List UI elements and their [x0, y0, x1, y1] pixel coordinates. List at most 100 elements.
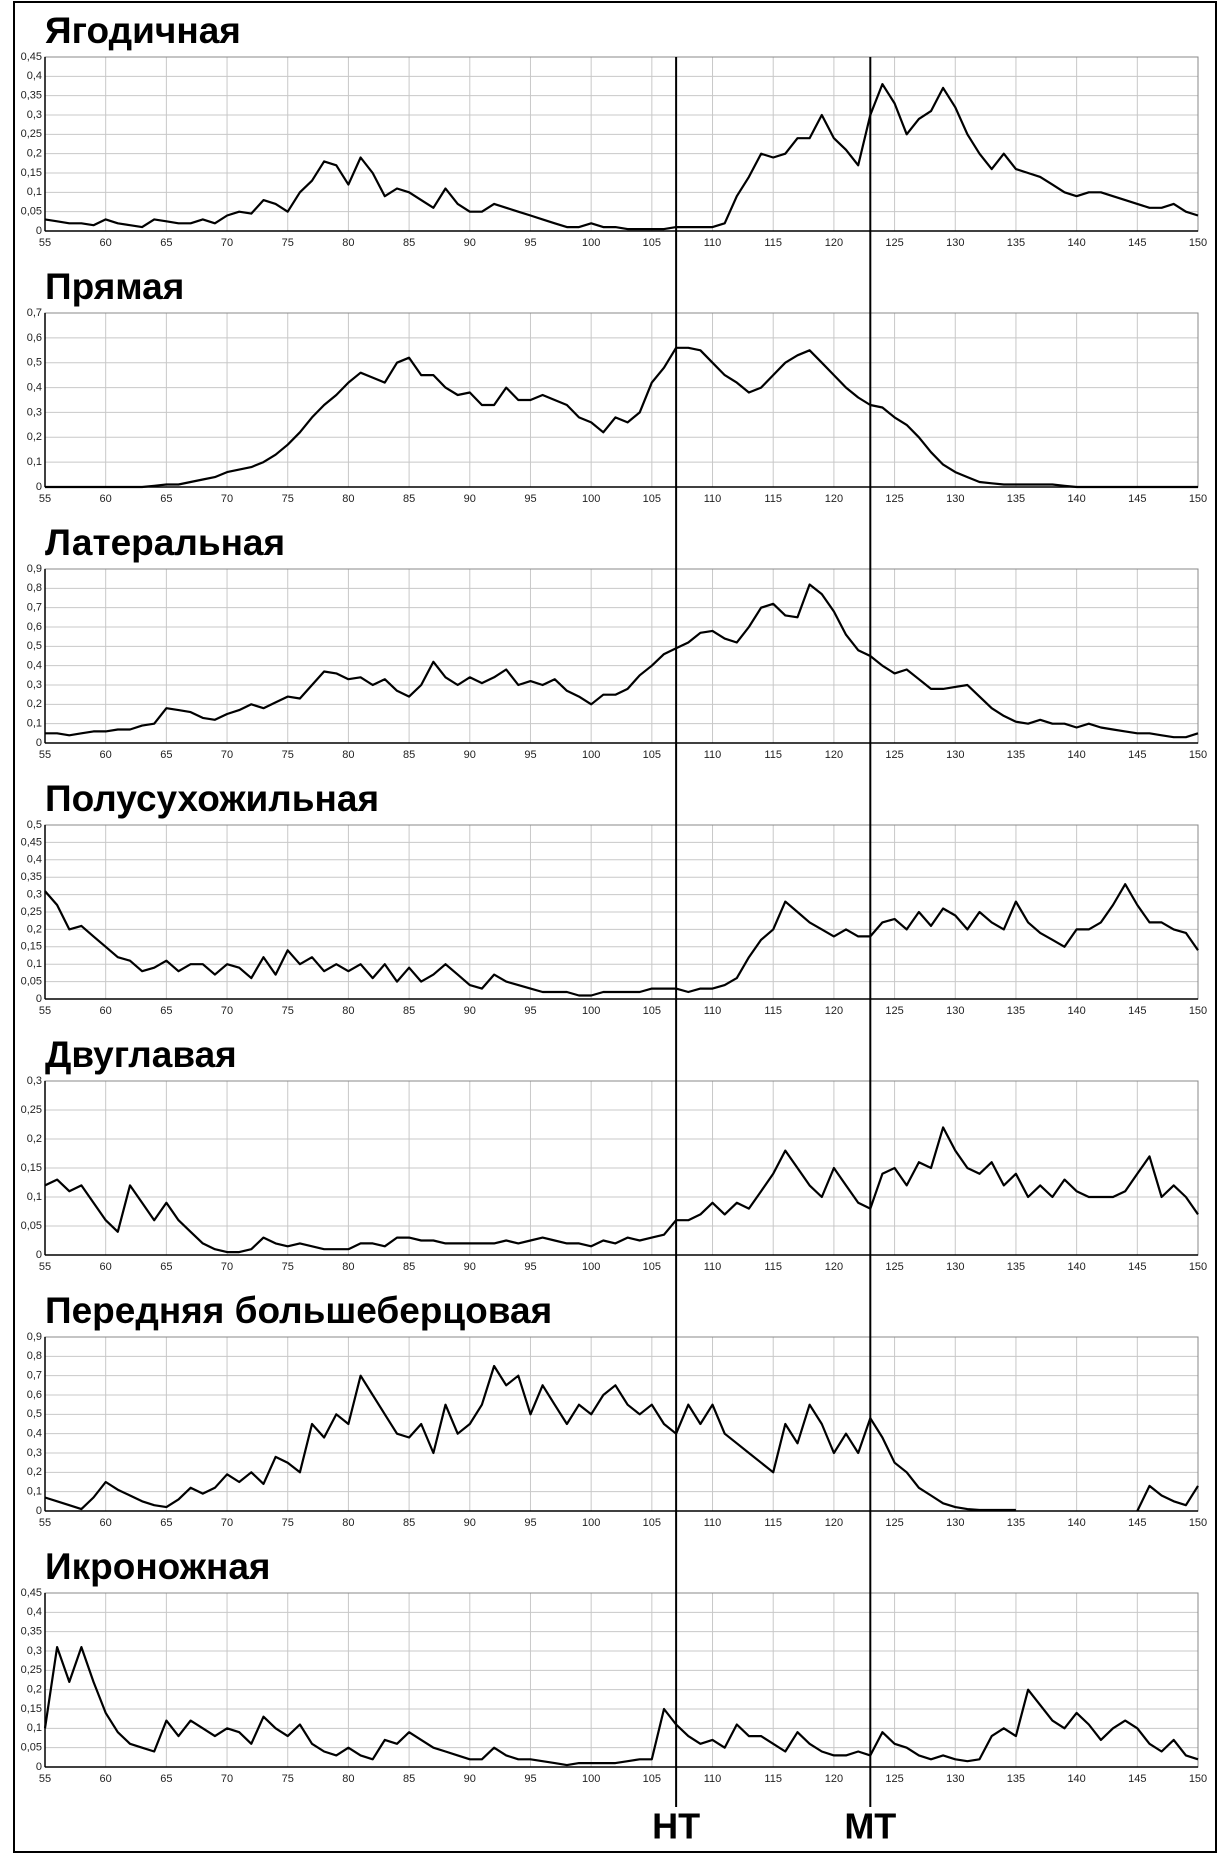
x-tick-label: 80	[342, 237, 354, 249]
chart-title: Передняя большеберцовая	[45, 1290, 552, 1331]
x-tick-label: 125	[885, 1517, 903, 1529]
data-line	[44, 1126, 1199, 1254]
y-tick-label: 0,15	[21, 167, 42, 179]
x-tick-label: 85	[403, 749, 415, 761]
y-tick-label: 0	[36, 737, 42, 749]
x-tick-label: 70	[221, 1005, 233, 1017]
x-tick-label: 115	[764, 493, 782, 505]
x-tick-label: 85	[403, 1005, 415, 1017]
x-tick-label: 85	[403, 493, 415, 505]
y-tick-label: 0,5	[27, 1408, 42, 1420]
y-tick-label: 0,05	[21, 976, 42, 988]
x-tick-label: 135	[1007, 749, 1025, 761]
x-tick-label: 150	[1189, 237, 1207, 249]
x-tick-label: 100	[582, 237, 600, 249]
x-tick-label: 145	[1128, 237, 1146, 249]
x-tick-label: 55	[39, 493, 51, 505]
x-tick-label: 80	[342, 1005, 354, 1017]
x-tick-label: 75	[282, 237, 294, 249]
x-tick-label: 95	[524, 749, 536, 761]
y-tick-label: 0	[36, 1761, 42, 1773]
x-tick-label: 80	[342, 493, 354, 505]
data-line	[44, 83, 1199, 231]
y-tick-label: 0,2	[27, 698, 42, 710]
x-tick-label: 55	[39, 1261, 51, 1273]
x-tick-label: 85	[403, 1773, 415, 1785]
x-tick-label: 130	[946, 1261, 964, 1273]
x-tick-label: 120	[825, 493, 843, 505]
x-tick-label: 150	[1189, 1517, 1207, 1529]
y-tick-label: 0	[36, 1249, 42, 1261]
y-tick-label: 0,2	[27, 1684, 42, 1696]
x-tick-label: 140	[1067, 1517, 1085, 1529]
y-tick-label: 0,9	[27, 563, 42, 575]
chart-title: Икроножная	[45, 1546, 271, 1587]
x-tick-label: 135	[1007, 1517, 1025, 1529]
y-tick-label: 0,45	[21, 1587, 42, 1599]
y-tick-label: 0,3	[27, 109, 42, 121]
data-line	[45, 346, 1198, 489]
y-tick-label: 0,8	[27, 582, 42, 594]
x-tick-label: 115	[764, 1773, 782, 1785]
y-tick-label: 0,2	[27, 1466, 42, 1478]
x-tick-label: 125	[885, 1773, 903, 1785]
x-tick-label: 70	[221, 237, 233, 249]
x-tick-label: 130	[946, 237, 964, 249]
y-tick-label: 0,15	[21, 1703, 42, 1715]
x-tick-label: 140	[1067, 1773, 1085, 1785]
x-tick-label: 145	[1128, 1773, 1146, 1785]
y-tick-label: 0,1	[27, 958, 42, 970]
y-tick-label: 0,4	[27, 660, 42, 672]
x-tick-label: 80	[342, 1261, 354, 1273]
y-tick-label: 0,3	[27, 1447, 42, 1459]
y-tick-label: 0,05	[21, 1220, 42, 1232]
y-tick-label: 0,6	[27, 332, 42, 344]
plot-frame	[44, 56, 1199, 232]
data-line	[43, 1646, 1199, 1767]
y-tick-label: 0	[36, 993, 42, 1005]
x-tick-label: 105	[643, 1517, 661, 1529]
y-tick-label: 0,1	[27, 1722, 42, 1734]
plot-frame	[44, 312, 1199, 488]
marker-label: МТ	[844, 1806, 896, 1847]
x-tick-label: 70	[221, 493, 233, 505]
x-tick-label: 125	[885, 1005, 903, 1017]
x-tick-label: 115	[764, 1261, 782, 1273]
x-tick-label: 150	[1189, 1261, 1207, 1273]
y-tick-label: 0	[36, 481, 42, 493]
y-tick-label: 0,6	[27, 621, 42, 633]
y-tick-label: 0,8	[27, 1350, 42, 1362]
x-tick-label: 120	[825, 1517, 843, 1529]
x-tick-label: 90	[464, 237, 476, 249]
x-tick-label: 110	[704, 1005, 722, 1017]
x-tick-label: 150	[1189, 749, 1207, 761]
x-tick-label: 120	[825, 1261, 843, 1273]
y-tick-label: 0,3	[27, 679, 42, 691]
y-tick-label: 0,5	[27, 819, 42, 831]
x-tick-label: 90	[464, 1261, 476, 1273]
x-tick-label: 80	[342, 1773, 354, 1785]
x-tick-label: 105	[643, 1261, 661, 1273]
x-tick-label: 70	[221, 749, 233, 761]
y-tick-label: 0,4	[27, 854, 42, 866]
plot-frame	[44, 568, 1199, 744]
x-tick-label: 55	[39, 1773, 51, 1785]
y-tick-label: 0,7	[27, 307, 42, 319]
x-tick-label: 85	[403, 237, 415, 249]
x-tick-label: 65	[160, 493, 172, 505]
frame	[13, 1, 1217, 1853]
x-tick-label: 95	[524, 1261, 536, 1273]
y-tick-label: 0,4	[27, 381, 42, 393]
x-tick-label: 145	[1128, 493, 1146, 505]
chart-title: Латеральная	[45, 522, 285, 563]
x-tick-label: 135	[1007, 1261, 1025, 1273]
y-tick-label: 0	[36, 1505, 42, 1517]
y-tick-label: 0,9	[27, 1331, 42, 1343]
x-tick-label: 140	[1067, 749, 1085, 761]
data-line	[44, 1364, 1199, 1512]
x-tick-label: 100	[582, 493, 600, 505]
x-tick-label: 55	[39, 1517, 51, 1529]
y-tick-label: 0,4	[27, 70, 42, 82]
x-tick-label: 140	[1067, 1005, 1085, 1017]
